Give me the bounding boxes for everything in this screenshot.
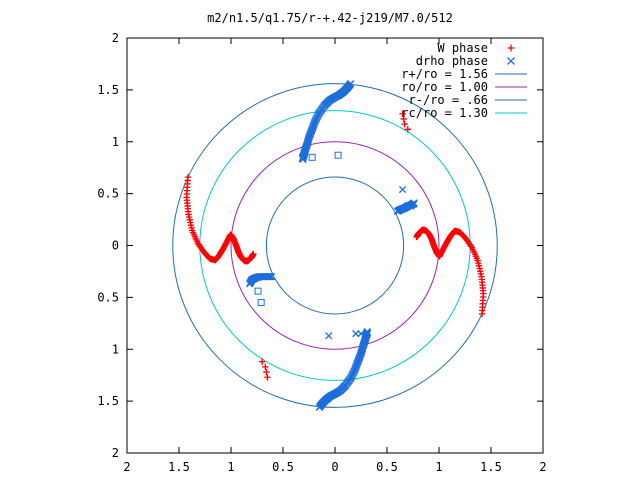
legend-series-1-label: drho phase	[416, 54, 488, 68]
series-0-arm-0-point-133	[399, 110, 406, 117]
legend-series-0-label: W phase	[437, 41, 488, 55]
x-tick-label-5: 0.5	[376, 460, 398, 474]
y-tick-label-8: 2	[112, 31, 119, 45]
y-tick-label-3: 0.5	[97, 290, 119, 304]
series-1-scatter-point-4	[352, 330, 360, 338]
series-1-scatter-point-0	[398, 185, 407, 194]
x-tick-label-8: 2	[539, 460, 546, 474]
x-tick-label-6: 1	[435, 460, 442, 474]
y-tick-label-5: 0.5	[97, 187, 119, 201]
series-1-arm-3-point-36	[267, 272, 276, 281]
series-0-arm-1-point-133	[264, 374, 271, 381]
series-0-arm-1-point-134	[263, 368, 270, 376]
y-tick-label-4: 0	[112, 239, 119, 253]
y-tick-label-6: 1	[112, 135, 119, 149]
series-0-arm-1-point-136	[259, 358, 266, 365]
series-1-square-point-0	[308, 153, 316, 161]
series-1-scatter-point-5	[357, 330, 365, 338]
series-1-scatter-point-3	[325, 332, 333, 340]
series-0-arm-1-point-135	[262, 363, 269, 371]
x-tick-label-7: 1.5	[480, 460, 502, 474]
series-1-square-point-1	[334, 151, 342, 159]
series-1-square-point-2	[257, 299, 265, 307]
legend-circle-3-label: rc/ro = 1.30	[401, 106, 488, 120]
series-0-arm-0-point-132	[413, 233, 420, 241]
series-0	[183, 110, 487, 381]
circle-2	[265, 176, 405, 315]
y-tick-label-1: 1.5	[97, 394, 119, 408]
series-1-scatter-point-2	[410, 200, 418, 208]
legend-series-1-marker	[507, 57, 515, 65]
series-0-arm-0-point-134	[400, 115, 407, 123]
data-series	[183, 79, 487, 412]
series-1	[246, 79, 418, 412]
x-tick-label-2: 1	[227, 460, 234, 474]
circle-0	[172, 83, 498, 408]
series-1-square-point-3	[254, 287, 262, 295]
series-1-arm-0-point-90	[299, 155, 307, 164]
y-tick-label-2: 1	[112, 342, 119, 356]
y-tick-label-7: 1.5	[97, 83, 119, 97]
legend-circle-1-label: ro/ro = 1.00	[401, 80, 488, 94]
y-tick-label-0: 2	[112, 446, 119, 460]
series-1-arm-1-point-90	[363, 327, 371, 336]
x-tick-label-0: 2	[123, 460, 130, 474]
series-1-scatter-point-1	[407, 202, 415, 210]
circle-1	[230, 141, 440, 350]
legend-circle-0-label: r+/ro = 1.56	[401, 67, 488, 81]
legend-series-0-marker	[507, 44, 515, 52]
x-tick-label-3: 0.5	[272, 460, 294, 474]
legend-circle-2-label: r-/ro = .66	[409, 93, 488, 107]
x-tick-label-4: 0	[331, 460, 338, 474]
x-tick-label-1: 1.5	[168, 460, 190, 474]
series-0-arm-0-point-136	[404, 126, 411, 133]
axis-ticks: 2 1.5 1 0.5 0 0.5 1 1.5 221.510.500.511.52	[97, 31, 546, 474]
reference-circles	[172, 83, 498, 408]
chart-title: m2/n1.5/q1.75/r-+.42-j219/M7.0/512	[207, 11, 453, 25]
series-0-arm-1-point-132	[250, 250, 257, 258]
series-0-arm-0-point-135	[401, 120, 408, 128]
